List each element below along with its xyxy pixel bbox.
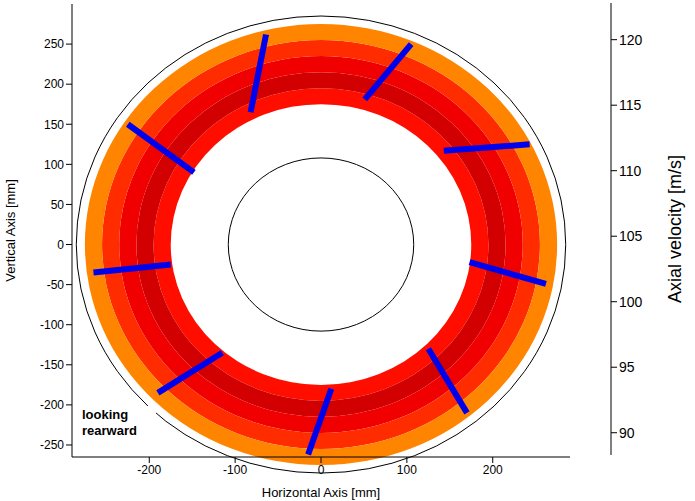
svg-text:115: 115 bbox=[619, 97, 642, 113]
svg-text:110: 110 bbox=[619, 163, 642, 179]
svg-text:-100: -100 bbox=[223, 463, 247, 477]
svg-text:-150: -150 bbox=[40, 358, 64, 372]
svg-text:100: 100 bbox=[619, 294, 643, 310]
svg-text:Horizontal Axis [mm]: Horizontal Axis [mm] bbox=[262, 485, 380, 500]
svg-text:150: 150 bbox=[44, 118, 64, 132]
svg-text:90: 90 bbox=[619, 425, 635, 441]
svg-text:-200: -200 bbox=[40, 398, 64, 412]
svg-text:-100: -100 bbox=[40, 318, 64, 332]
svg-text:0: 0 bbox=[57, 238, 64, 252]
svg-text:50: 50 bbox=[51, 198, 65, 212]
svg-text:100: 100 bbox=[397, 463, 417, 477]
html-text:looking rearward: looking rearward bbox=[82, 407, 137, 438]
svg-text:95: 95 bbox=[619, 359, 635, 375]
svg-text:250: 250 bbox=[44, 37, 64, 51]
svg-text:Axial velocity [m/s]: Axial velocity [m/s] bbox=[665, 155, 685, 303]
svg-text:200: 200 bbox=[483, 463, 503, 477]
svg-text:-200: -200 bbox=[137, 463, 161, 477]
svg-text:0: 0 bbox=[318, 463, 325, 477]
svg-text:100: 100 bbox=[44, 158, 64, 172]
svg-text:-250: -250 bbox=[40, 438, 64, 452]
svg-text:105: 105 bbox=[619, 228, 643, 244]
svg-text:200: 200 bbox=[44, 77, 64, 91]
svg-text:-50: -50 bbox=[47, 278, 65, 292]
svg-text:120: 120 bbox=[619, 32, 643, 48]
svg-text:Vertical Axis [mm]: Vertical Axis [mm] bbox=[3, 179, 18, 282]
